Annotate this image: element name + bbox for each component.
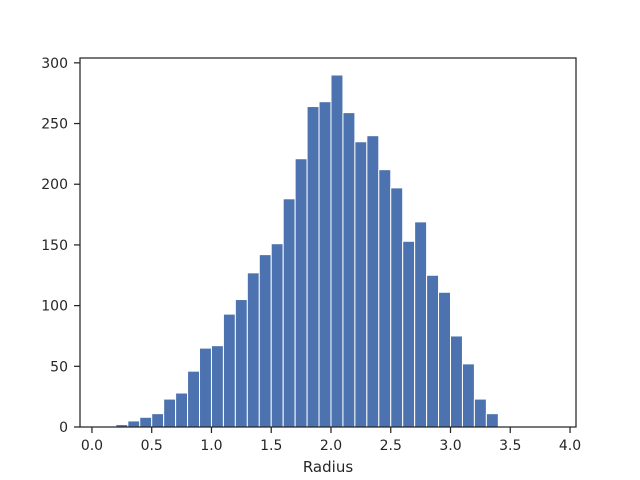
y-tick-label: 100 [41,299,68,315]
histogram-bar [163,398,177,428]
histogram-bar [210,345,224,428]
x-tick-label: 0.5 [141,438,163,454]
y-tick-label: 200 [41,177,68,193]
y-tick-label: 150 [41,238,68,254]
y-tick-label: 250 [41,117,68,133]
histogram-bar [438,291,452,428]
histogram-bar [234,299,248,428]
y-tick-label: 0 [59,420,68,436]
x-tick-label: 3.5 [499,438,521,454]
histogram-bar [402,240,416,428]
histogram-bar [461,363,475,428]
histogram-bar [175,392,189,428]
y-axis-ticks: 0 50 100 150 200 250 300 [41,56,80,436]
histogram-bar [473,398,487,428]
histogram-bar [450,335,463,428]
x-tick-label: 1.5 [260,438,282,454]
histogram-bar [390,187,404,428]
histogram-bar [342,112,356,428]
histogram-bar [282,198,296,428]
histogram-bar [294,158,308,428]
x-axis-ticks: 0.0 0.5 1.0 1.5 2.0 2.5 3.0 3.5 4.0 [81,427,581,454]
histogram-bar [270,243,284,428]
histogram-bars [115,74,499,428]
x-axis-label: Radius [303,458,353,476]
histogram-bar [485,413,499,428]
histogram-bar [246,272,260,428]
histogram-bar [222,313,236,428]
histogram-bar [366,135,380,428]
y-tick-label: 300 [41,56,68,72]
histogram-bar [187,370,201,428]
histogram-bar [414,221,428,428]
histogram-bar [139,416,153,428]
x-tick-label: 2.5 [380,438,402,454]
y-tick-label: 50 [50,359,68,375]
x-tick-label: 3.0 [439,438,461,454]
histogram-bar [354,141,368,428]
histogram-bar [258,254,272,428]
histogram-bar [330,74,344,428]
x-tick-label: 4.0 [559,438,581,454]
histogram-bar [127,420,141,428]
histogram-bar [306,106,320,428]
histogram-bar [318,101,332,428]
axes-frame [79,57,577,428]
histogram-bar [199,347,212,428]
x-tick-label: 2.0 [320,438,342,454]
histogram-bar [151,413,165,428]
x-tick-label: 0.0 [81,438,103,454]
x-tick-label: 1.0 [200,438,222,454]
histogram-bar [426,274,440,428]
histogram-bar [378,169,392,428]
